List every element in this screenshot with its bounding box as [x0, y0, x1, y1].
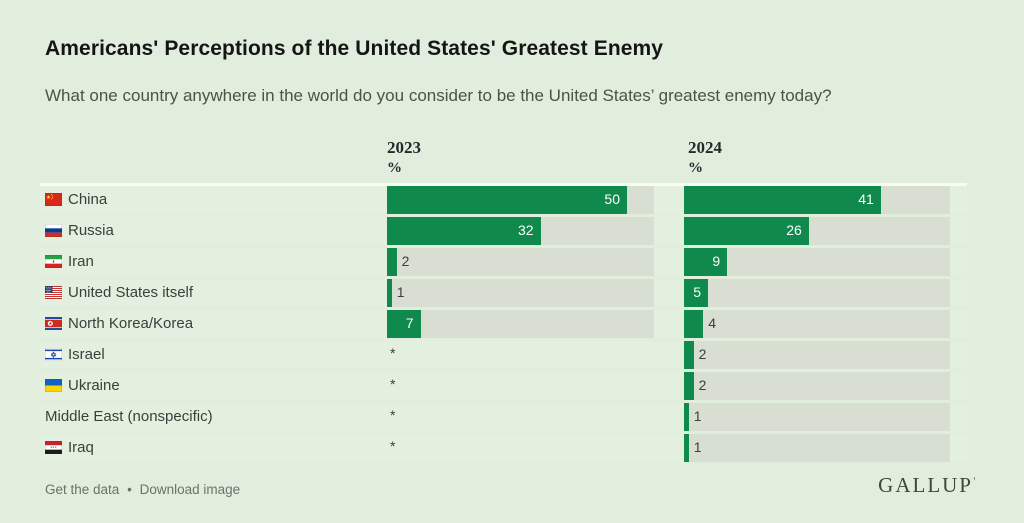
value-label-2024: 5 — [693, 284, 701, 300]
value-label-2024: 2 — [698, 346, 707, 362]
bar-track-2024 — [684, 310, 950, 338]
bar-track-2024 — [684, 341, 950, 369]
value-label-2023: 7 — [405, 315, 414, 331]
row-united-states-itself: United States itself 1 5 — [40, 279, 967, 307]
country-label: North Korea/Korea — [68, 315, 194, 332]
get-the-data-link[interactable]: Get the data — [45, 482, 120, 497]
value-label-2024: 1 — [693, 408, 702, 424]
country-label: Russia — [68, 222, 114, 239]
survey-question: What one country anywhere in the world d… — [45, 86, 832, 105]
bar-2024-united-states-itself: 5 — [684, 279, 708, 307]
gallup-trademark-mark: ’ — [973, 476, 976, 486]
bar-track-2024 — [684, 372, 950, 400]
footer-separator: • — [127, 482, 132, 497]
country-label: United States itself — [68, 284, 194, 301]
bar-2023-united-states-itself — [387, 279, 392, 307]
country-label: Ukraine — [68, 377, 120, 394]
asterisk-value-2023: * — [390, 345, 396, 361]
usa-flag-icon — [45, 286, 62, 299]
bar-2024-russia: 26 — [684, 217, 809, 245]
bar-track-2024 — [684, 279, 950, 307]
column-year-2023: 2023 — [387, 138, 421, 157]
bar-2023-china: 50 — [387, 186, 627, 214]
bar-2024-iraq — [684, 434, 689, 462]
row-iraq: Iraq * 1 — [40, 434, 967, 462]
value-label-2023: 50 — [604, 191, 620, 207]
row-china: China 50 41 — [40, 186, 967, 214]
value-label-2023: 1 — [396, 284, 405, 300]
column-unit-2023: % — [387, 160, 402, 176]
value-label-2024: 26 — [786, 222, 802, 238]
footer-links: Get the data • Download image — [45, 482, 240, 497]
value-label-2024: 4 — [708, 315, 716, 331]
bar-2023-iran — [387, 248, 397, 276]
north-korea-flag-icon — [45, 317, 62, 330]
bar-2024-china: 41 — [684, 186, 881, 214]
bar-2024-ukraine — [684, 372, 694, 400]
bar-track-2023 — [387, 310, 654, 338]
iraq-flag-icon — [45, 441, 62, 454]
country-label: Middle East (nonspecific) — [45, 408, 213, 425]
bar-2023-north-korea-korea: 7 — [387, 310, 421, 338]
asterisk-value-2023: * — [390, 376, 396, 392]
value-label-2024: 41 — [858, 191, 874, 207]
download-image-link[interactable]: Download image — [139, 482, 241, 497]
bar-track-2024 — [684, 248, 950, 276]
asterisk-value-2023: * — [390, 438, 396, 454]
ukraine-flag-icon — [45, 379, 62, 392]
row-israel: Israel * 2 — [40, 341, 967, 369]
china-flag-icon — [45, 193, 62, 206]
value-label-2023: 32 — [518, 222, 534, 238]
page-title: Americans' Perceptions of the United Sta… — [45, 37, 664, 61]
country-label: Iran — [68, 253, 94, 270]
israel-flag-icon — [45, 348, 62, 361]
row-iran: Iran 2 9 — [40, 248, 967, 276]
bar-chart: China 50 41 Russia 32 26 Iran 2 9 United States i… — [40, 183, 967, 465]
iran-flag-icon — [45, 255, 62, 268]
column-header-2024: 2024 % — [688, 138, 722, 178]
bar-track-2023 — [387, 279, 654, 307]
country-label: Israel — [68, 346, 105, 363]
bar-2023-russia: 32 — [387, 217, 541, 245]
value-label-2024: 9 — [712, 253, 721, 269]
country-label: Iraq — [68, 439, 94, 456]
russia-flag-icon — [45, 224, 62, 237]
country-label: China — [68, 191, 108, 208]
row-north-korea-korea: North Korea/Korea 7 4 — [40, 310, 967, 338]
row-ukraine: Ukraine * 2 — [40, 372, 967, 400]
asterisk-value-2023: * — [390, 407, 396, 423]
column-header-2023: 2023 % — [387, 138, 421, 178]
value-label-2023: 2 — [401, 253, 410, 269]
value-label-2024: 1 — [693, 439, 702, 455]
gallup-logo: GALLUP’ — [878, 473, 976, 497]
bar-track-2023 — [387, 248, 654, 276]
bar-2024-israel — [684, 341, 694, 369]
bar-2024-north-korea-korea — [684, 310, 704, 338]
column-year-2024: 2024 — [688, 138, 722, 157]
bar-2024-iran: 9 — [684, 248, 728, 276]
bar-2024-middle-east-nonspecific — [684, 403, 689, 431]
bar-track-2024 — [684, 434, 950, 462]
bar-track-2024 — [684, 403, 950, 431]
row-russia: Russia 32 26 — [40, 217, 967, 245]
column-unit-2024: % — [688, 160, 703, 176]
value-label-2024: 2 — [698, 377, 707, 393]
row-middle-east-nonspecific: Middle East (nonspecific) * 1 — [40, 403, 967, 431]
